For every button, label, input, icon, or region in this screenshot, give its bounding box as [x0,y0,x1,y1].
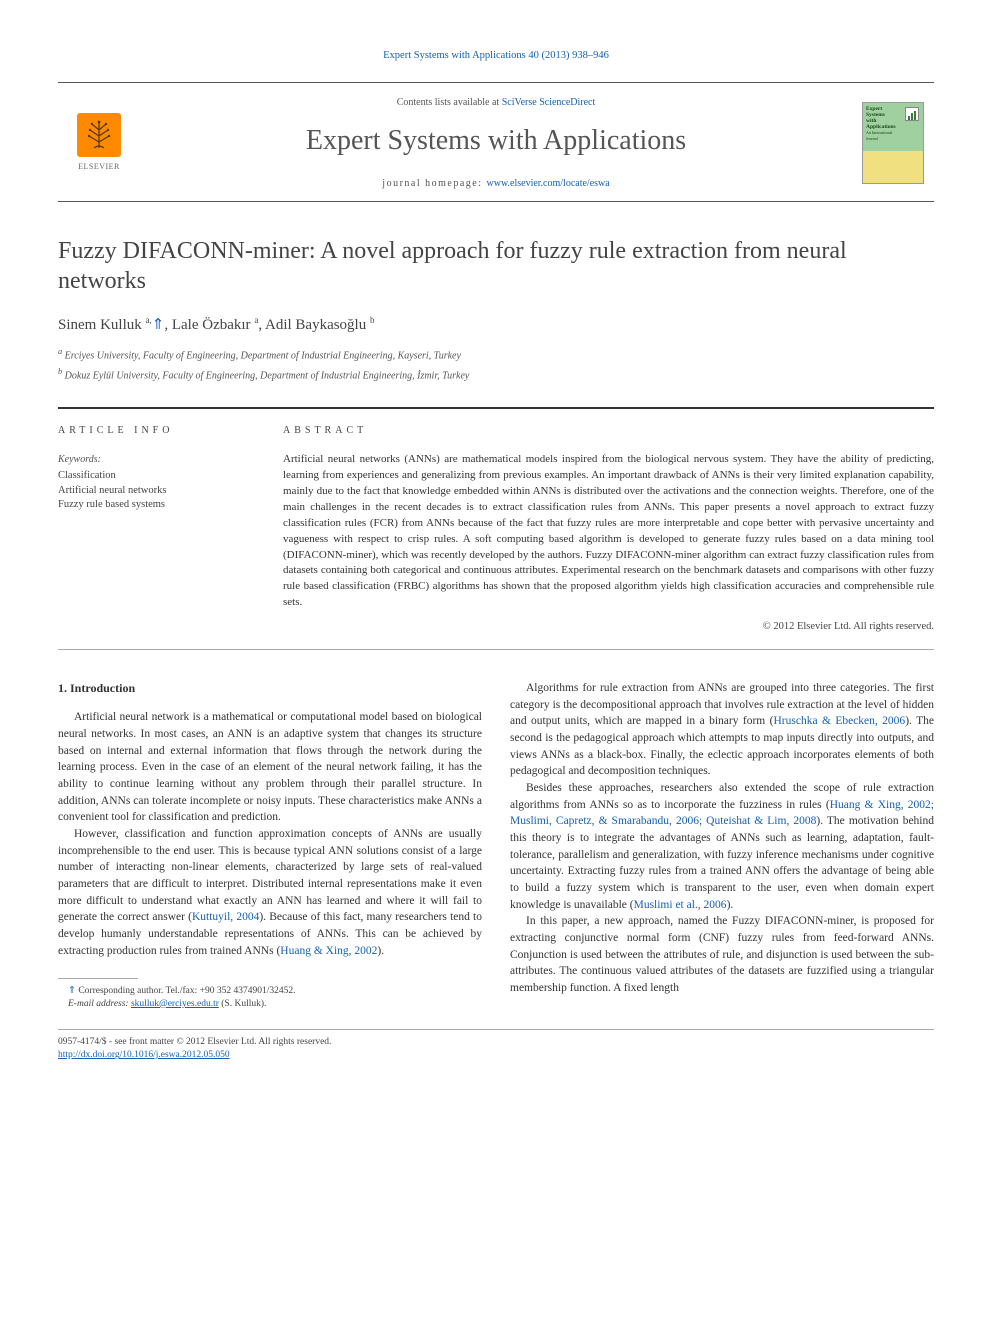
keywords-label: Keywords: [58,452,261,467]
authors-line: Sinem Kulluk a,⇑, Lale Özbakır a, Adil B… [58,314,934,337]
abstract-text: Artificial neural networks (ANNs) are ma… [283,452,934,611]
email-label: E-mail address: [68,999,131,1009]
affiliation-a: a Erciyes University, Faculty of Enginee… [58,346,934,363]
keyword: Artificial neural networks [58,484,261,499]
journal-homepage-link[interactable]: www.elsevier.com/locate/eswa [487,178,610,189]
body-para: Artificial neural network is a mathemati… [58,709,482,826]
email-who: (S. Kulluk). [219,999,267,1009]
keyword: Fuzzy rule based systems [58,498,261,513]
sciencedirect-link[interactable]: SciVerse ScienceDirect [502,97,596,108]
keywords-list: Classification Artificial neural network… [58,469,261,513]
right-column: Algorithms for rule extraction from ANNs… [510,680,934,1011]
body-para: Algorithms for rule extraction from ANNs… [510,680,934,780]
doi-link[interactable]: http://dx.doi.org/10.1016/j.eswa.2012.05… [58,1050,230,1060]
journal-name: Expert Systems with Applications [130,120,862,162]
abstract: ABSTRACT Artificial neural networks (ANN… [283,407,934,649]
elsevier-tree-icon [77,113,121,157]
keyword: Classification [58,469,261,484]
body-para: Besides these approaches, researchers al… [510,780,934,913]
elsevier-logo[interactable]: ELSEVIER [68,107,130,179]
page-footer: 0957-4174/$ - see front matter © 2012 El… [58,1029,934,1063]
section-heading-intro: 1. Introduction [58,680,482,697]
journal-cover-thumbnail[interactable]: ExpertSystemswithApplicationsAn Internat… [862,102,924,184]
info-abstract-block: ARTICLE INFO Keywords: Classification Ar… [58,407,934,650]
contents-prefix: Contents lists available at [397,97,502,108]
body-para: However, classification and function app… [58,826,482,959]
homepage-prefix: journal homepage: [382,178,486,189]
email-link[interactable]: skulluk@erciyes.edu.tr [131,999,219,1009]
abstract-heading: ABSTRACT [283,423,934,438]
journal-reference-link[interactable]: Expert Systems with Applications 40 (201… [58,48,934,64]
cover-chart-icon [905,107,919,121]
email-footnote: E-mail address: skulluk@erciyes.edu.tr (… [58,998,482,1011]
corresponding-author-footnote: ⇑ Corresponding author. Tel./fax: +90 35… [58,985,482,998]
left-column: 1. Introduction Artificial neural networ… [58,680,482,1011]
contents-available-line: Contents lists available at SciVerse Sci… [130,95,862,110]
body-para: In this paper, a new approach, named the… [510,913,934,996]
body-columns: 1. Introduction Artificial neural networ… [58,680,934,1011]
affiliation-b: b Dokuz Eylül University, Faculty of Eng… [58,366,934,383]
elsevier-wordmark: ELSEVIER [78,161,120,173]
affiliations: a Erciyes University, Faculty of Enginee… [58,346,934,383]
masthead: ELSEVIER Contents lists available at Sci… [58,82,934,202]
cover-title-text: ExpertSystemswithApplicationsAn Internat… [866,106,896,142]
footer-front-matter: 0957-4174/$ - see front matter © 2012 El… [58,1036,934,1049]
corr-text: Corresponding author. Tel./fax: +90 352 … [78,986,295,996]
article-info-heading: ARTICLE INFO [58,423,261,438]
abstract-copyright: © 2012 Elsevier Ltd. All rights reserved… [283,619,934,635]
article-info: ARTICLE INFO Keywords: Classification Ar… [58,407,283,649]
journal-homepage-line: journal homepage: www.elsevier.com/locat… [130,176,862,191]
article-title: Fuzzy DIFACONN-miner: A novel approach f… [58,236,934,296]
page: Expert Systems with Applications 40 (201… [0,0,992,1093]
footnote-rule [58,978,138,979]
masthead-center: Contents lists available at SciVerse Sci… [130,95,862,191]
